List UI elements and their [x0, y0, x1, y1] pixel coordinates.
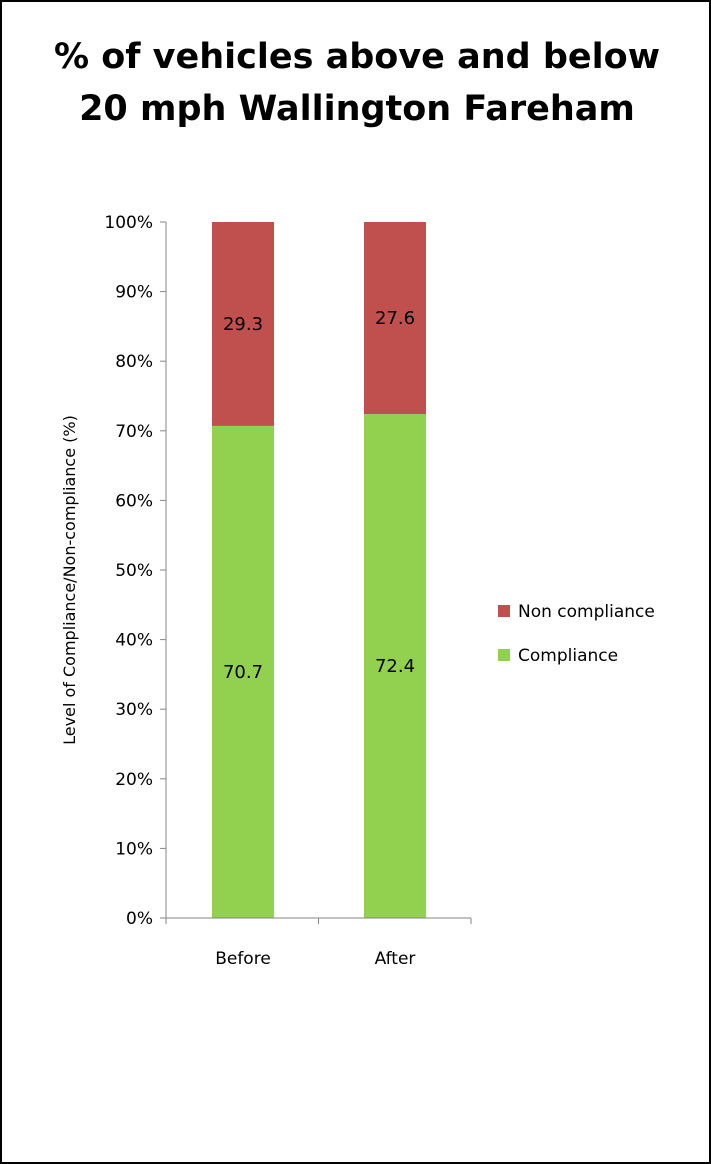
- y-tick-label: 30%: [115, 700, 153, 720]
- legend-swatch-non-compliance: [498, 605, 510, 617]
- y-tick-label: 80%: [115, 352, 153, 372]
- bar-after-compliance: [364, 414, 426, 918]
- bar-after-non-compliance: [364, 222, 426, 415]
- bar-before-non-compliance: [212, 222, 274, 426]
- bar-before-compliance: [212, 425, 274, 918]
- data-label-before-non-compliance: 29.3: [223, 314, 263, 335]
- chart-title: % of vehicles above and below 20 mph Wal…: [54, 37, 660, 129]
- legend: Non compliance Compliance: [498, 602, 655, 666]
- data-label-after-non-compliance: 27.6: [375, 308, 415, 329]
- y-axis-title: Level of Compliance/Non-compliance (%): [60, 415, 79, 745]
- y-tick-label: 40%: [115, 631, 153, 651]
- y-tick-label: 70%: [115, 422, 153, 442]
- y-tick-label: 100%: [104, 213, 153, 233]
- axes: 0% 10% 20% 30% 40% 50% 60% 70% 80% 90% 100% Before A…: [104, 213, 472, 969]
- y-tick-label: 60%: [115, 491, 153, 511]
- y-tick-label: 90%: [115, 283, 153, 303]
- x-tick-label: After: [375, 949, 416, 969]
- chart-title-line-1: % of vehicles above and below: [54, 37, 660, 77]
- plot-area: [212, 222, 426, 918]
- data-label-after-compliance: 72.4: [375, 656, 415, 677]
- data-labels: 70.7 29.3 72.4 27.6: [223, 308, 415, 683]
- y-tick-label: 20%: [115, 770, 153, 790]
- y-tick-label: 0%: [126, 909, 153, 929]
- y-tick-label: 10%: [115, 839, 153, 859]
- legend-label-compliance: Compliance: [518, 646, 618, 666]
- legend-swatch-compliance: [498, 649, 510, 661]
- legend-label-non-compliance: Non compliance: [518, 602, 655, 622]
- y-tick-label: 50%: [115, 561, 153, 581]
- chart-title-line-2: 20 mph Wallington Fareham: [79, 89, 635, 129]
- x-tick-label: Before: [215, 949, 271, 969]
- data-label-before-compliance: 70.7: [223, 662, 263, 683]
